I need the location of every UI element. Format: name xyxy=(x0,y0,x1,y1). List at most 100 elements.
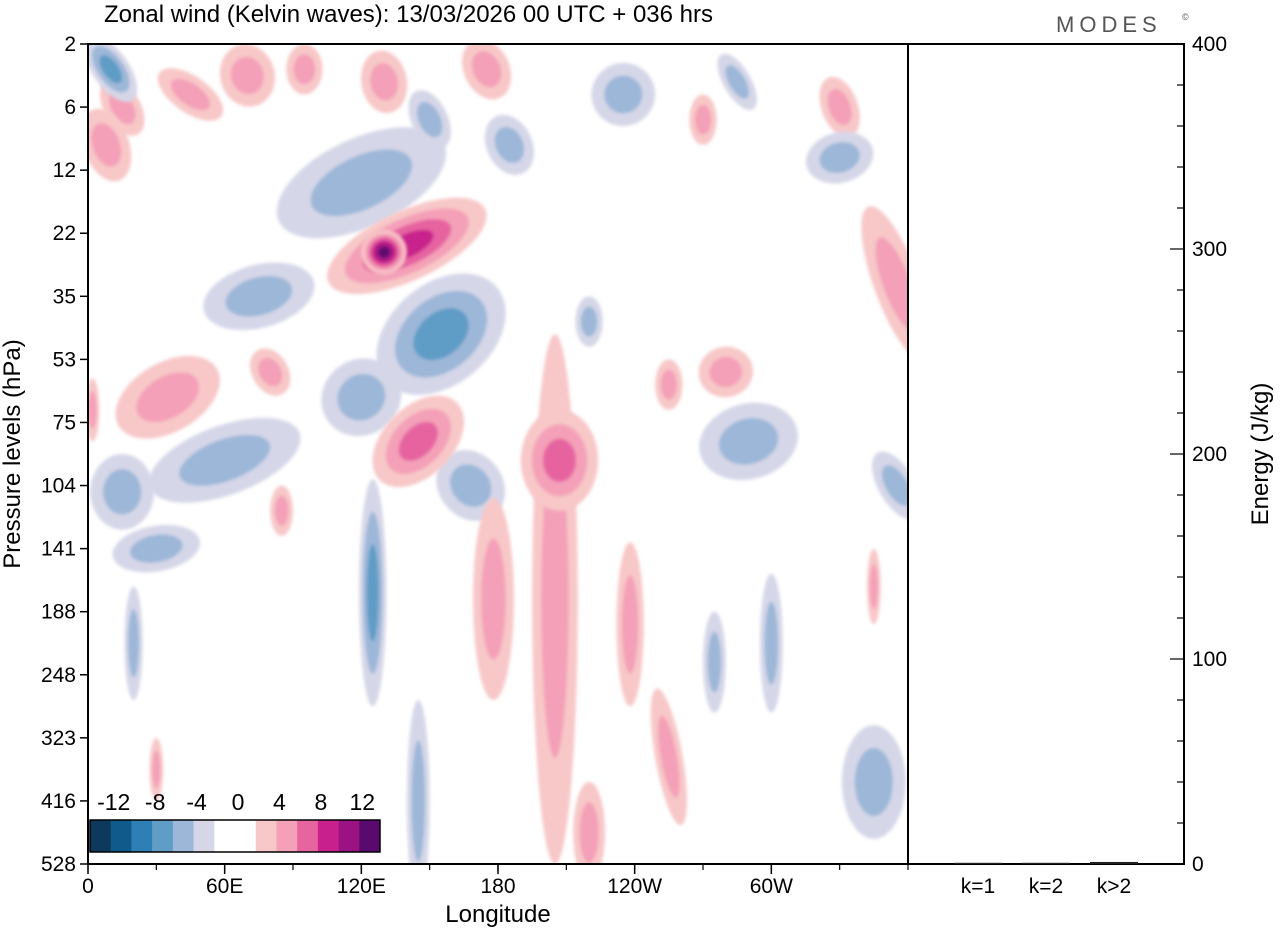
y-tick-label: 141 xyxy=(41,538,76,561)
wind-anomaly-blob xyxy=(699,402,798,481)
contour-shell xyxy=(579,802,599,863)
colorbar-border xyxy=(89,819,381,853)
colorbar-tick-label: 8 xyxy=(314,789,327,815)
energy-category-label: k>2 xyxy=(1097,875,1131,898)
energy-bar xyxy=(1090,861,1138,864)
longitude-axis: 0 60E 120E 180 120W 60W xyxy=(82,864,909,898)
y-tick-label: 416 xyxy=(41,790,76,813)
wind-anomaly-blob xyxy=(805,131,874,184)
wind-anomaly-blob xyxy=(286,44,323,95)
contour-shell xyxy=(707,631,722,693)
wind-anomaly-blob xyxy=(689,94,717,145)
contour-shell xyxy=(854,747,893,817)
contour-shell xyxy=(258,357,283,387)
copyright-mark: © xyxy=(1182,12,1189,22)
contour-shell xyxy=(413,308,469,361)
y-tick-label: 35 xyxy=(53,285,76,308)
x-tick-label: 120W xyxy=(607,875,662,898)
contour-shell xyxy=(725,64,749,99)
colorbar-swatch xyxy=(359,820,381,852)
contour-shell xyxy=(416,101,443,138)
wind-anomaly-blob xyxy=(872,451,908,520)
energy-tick-label: 400 xyxy=(1192,33,1227,56)
contour-shell xyxy=(136,372,200,423)
energy-bars xyxy=(954,861,1138,864)
contour-shell xyxy=(370,63,398,101)
wind-anomaly-blob xyxy=(484,114,534,176)
contour-shell xyxy=(881,465,908,506)
colorbar-swatch xyxy=(152,820,174,852)
contour-shell xyxy=(88,390,97,429)
chart-title: Zonal wind (Kelvin waves): 13/03/2026 00… xyxy=(104,1,713,28)
wind-anomaly-blob xyxy=(321,358,402,437)
modes-watermark: MODES xyxy=(1056,12,1162,37)
colorbar-tick-label: 4 xyxy=(273,789,286,815)
colorbar-swatch xyxy=(297,820,319,852)
y-tick-label: 528 xyxy=(41,853,76,876)
y-tick-label: 323 xyxy=(41,727,76,750)
colorbar-swatch xyxy=(255,820,277,852)
wind-anomaly-blob xyxy=(88,44,138,102)
contour-shell xyxy=(494,126,525,164)
contour-shell xyxy=(542,438,577,482)
colorbar-tick-label: -8 xyxy=(145,789,165,815)
x-tick-label: 120E xyxy=(337,875,386,898)
wind-anomaly-blob xyxy=(276,127,446,239)
wind-anomaly-blob xyxy=(575,296,603,347)
contour-shell xyxy=(580,306,598,337)
y-tick-label: 12 xyxy=(53,159,76,182)
wind-anomaly-blob xyxy=(650,688,687,826)
contour-shell xyxy=(293,54,316,85)
wind-anomaly-blob xyxy=(462,44,512,100)
contour-shell xyxy=(170,78,211,111)
colorbar-swatch xyxy=(214,820,236,852)
colorbar-swatch xyxy=(110,820,132,852)
contour-shell xyxy=(541,440,569,759)
wind-anomaly-blob xyxy=(361,50,408,114)
wind-anomaly-blob xyxy=(472,498,514,700)
contour-shell xyxy=(694,104,712,135)
wind-anomaly-blob xyxy=(861,206,908,362)
wind-anomaly-blob xyxy=(520,409,599,511)
contour-shell xyxy=(130,534,183,563)
colorbar-swatch xyxy=(276,820,298,852)
colorbar-swatch xyxy=(193,820,215,852)
energy-tick-label: 100 xyxy=(1192,648,1227,671)
contour-shell xyxy=(718,418,779,465)
wind-anomaly-blob xyxy=(376,273,506,395)
pressure-axis: 2 6 12 22 35 53 75 104 141 188 248 323 416 528 xyxy=(41,33,88,876)
wind-anomaly-blob xyxy=(655,359,683,410)
wind-anomaly-blob xyxy=(149,737,164,801)
contour-shell xyxy=(481,538,506,660)
wind-anomaly-blob xyxy=(157,68,224,121)
colorbar-swatch xyxy=(338,820,360,852)
contour-shell xyxy=(657,715,680,798)
y-tick-label: 6 xyxy=(64,96,76,119)
y-tick-label: 188 xyxy=(41,601,76,624)
wind-anomaly-blob xyxy=(759,573,783,713)
contour-shell xyxy=(337,373,386,421)
contour-shell xyxy=(411,740,426,862)
wind-anomaly-blob xyxy=(90,454,155,530)
colorbar-tick-label: 0 xyxy=(232,789,245,815)
x-tick-label: 60E xyxy=(206,875,243,898)
contour-shell xyxy=(869,563,878,610)
contour-shell xyxy=(450,464,492,507)
contour-shell xyxy=(709,356,743,388)
contour-shell xyxy=(764,601,779,685)
wind-anomaly-blob xyxy=(717,53,757,110)
contour-shell xyxy=(471,51,502,88)
wind-anomaly-blob xyxy=(115,355,220,439)
energy-tick-label: 0 xyxy=(1192,853,1204,876)
colorbar-swatch xyxy=(131,820,153,852)
wind-anomaly-blob xyxy=(124,586,143,701)
x-tick-label: 180 xyxy=(480,875,515,898)
contour-shell xyxy=(152,750,161,789)
colorbar-swatch xyxy=(172,820,194,852)
colorbar-tick-label: 12 xyxy=(349,789,375,815)
wind-anomaly-blob xyxy=(573,781,606,864)
contour-shell xyxy=(128,609,140,678)
wind-anomaly-blob xyxy=(698,346,754,398)
wind-anomaly-blob xyxy=(88,108,132,182)
energy-axis: 0 100 200 300 400 xyxy=(1170,33,1227,876)
